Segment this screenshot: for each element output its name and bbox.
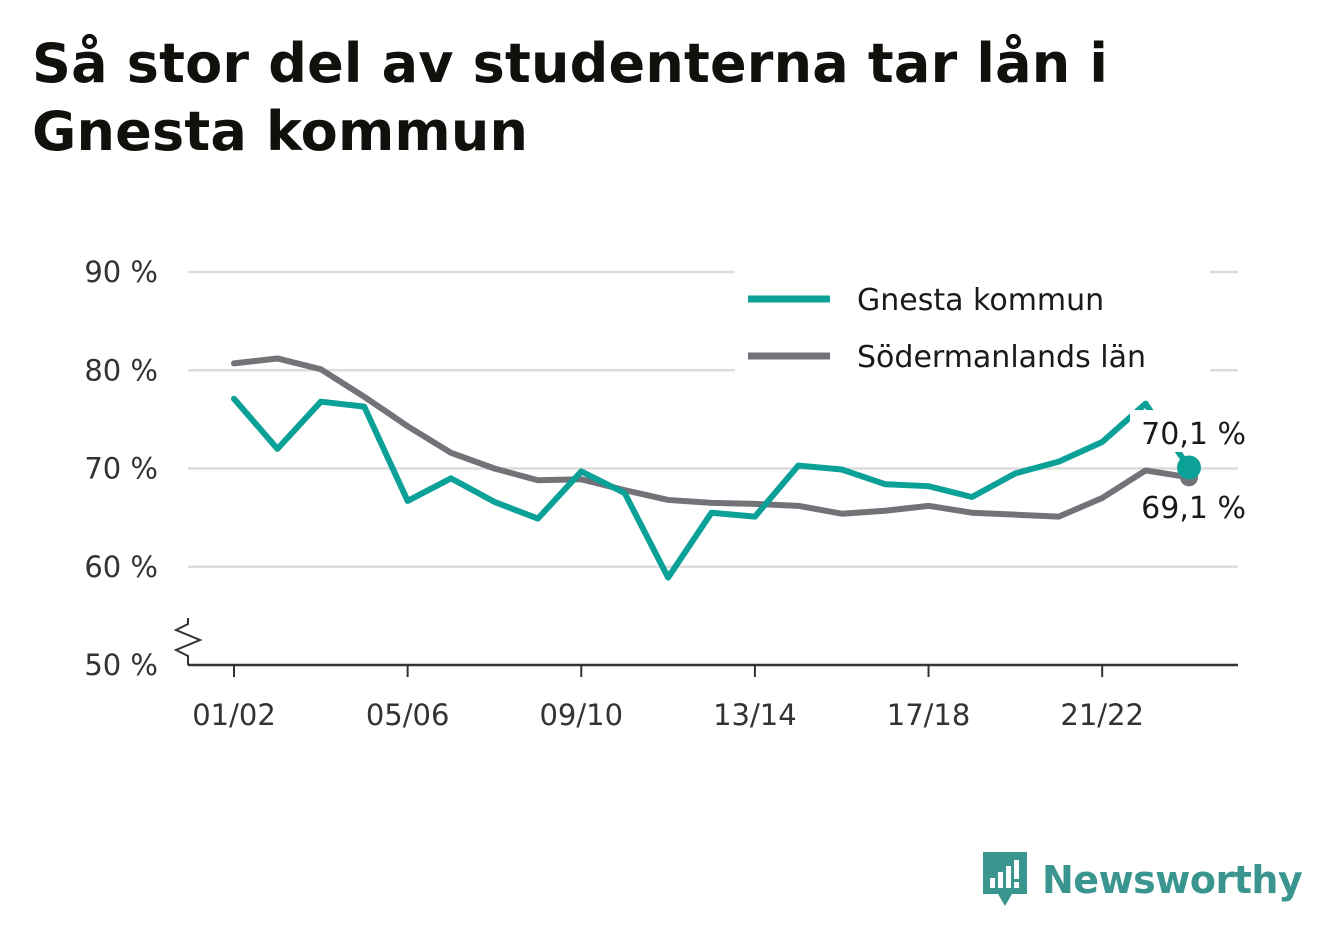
y-tick-label: 50 % [84, 648, 158, 682]
end-label-sodermanland: 69,1 % [1141, 491, 1246, 526]
y-tick-label: 60 % [84, 550, 158, 584]
legend-background [735, 268, 1210, 378]
series-lines [231, 355, 1192, 581]
y-axis: 50 % 60 % 70 % 80 % 90 % [84, 255, 203, 682]
x-tick-label: 01/02 [192, 698, 276, 732]
end-label-background [1130, 410, 1248, 452]
brand-logo: Newsworthy [980, 850, 1303, 910]
x-tick-label: 05/06 [366, 698, 450, 732]
end-labels: 70,1 % 69,1 % [1130, 410, 1248, 526]
y-tick-label: 70 % [84, 452, 158, 486]
legend: Gnesta kommun Södermanlands län [735, 268, 1210, 378]
chart-title: Så stor del av studenterna tar lån i Gne… [32, 32, 1109, 163]
series-line-gnesta [231, 395, 1192, 581]
brand-name: Newsworthy [1042, 858, 1303, 902]
x-tick-label: 21/22 [1060, 698, 1144, 732]
end-label-gnesta: 70,1 % [1141, 417, 1246, 452]
newsworthy-logo-icon [983, 852, 1027, 906]
x-tick-label: 17/18 [887, 698, 971, 732]
x-tick-label: 13/14 [713, 698, 797, 732]
legend-label: Södermanlands län [857, 340, 1146, 375]
end-marker-gnesta [1177, 455, 1201, 480]
legend-label: Gnesta kommun [857, 283, 1104, 318]
y-tick-label: 80 % [84, 353, 158, 387]
series-line-sodermanland [231, 355, 1192, 520]
y-tick-label: 90 % [84, 255, 158, 289]
x-axis: 01/02 05/06 09/10 13/14 17/18 21/22 [188, 663, 1238, 732]
end-label-background [1130, 484, 1248, 526]
axis-break-icon [173, 618, 203, 665]
x-tick-label: 09/10 [539, 698, 623, 732]
